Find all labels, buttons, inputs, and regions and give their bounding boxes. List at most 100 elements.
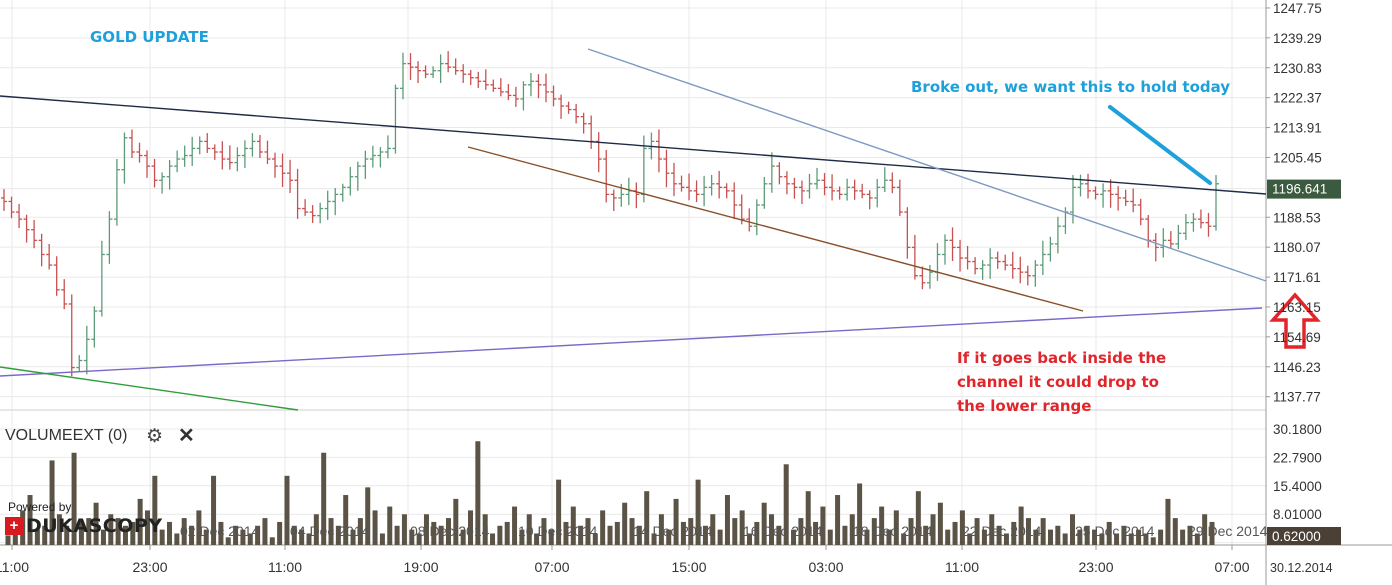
trendline-green	[0, 366, 299, 411]
volume-bar	[1202, 514, 1208, 545]
volume-bar	[401, 514, 407, 545]
volume-bar	[893, 510, 899, 545]
volume-bar	[945, 529, 951, 545]
volume-bar	[710, 514, 716, 545]
volume-bar	[526, 514, 532, 545]
volume-bar	[130, 521, 136, 545]
volume-bar	[1187, 525, 1193, 545]
volume-bar	[321, 452, 327, 545]
volume-bar	[585, 518, 591, 545]
x-axis-end-date: 30.12.2014	[1270, 561, 1333, 575]
volume-bar	[783, 464, 789, 545]
volume-bar	[453, 498, 459, 545]
volume-bar	[42, 525, 48, 545]
volume-bar	[923, 525, 929, 545]
y-tick-label: 1137.77	[1273, 390, 1321, 405]
volume-bar	[152, 475, 158, 545]
volume-bar	[519, 529, 525, 545]
volume-bar	[86, 518, 92, 545]
volume-bar	[277, 521, 283, 545]
x-tick-label: 19:00	[403, 559, 438, 575]
volume-bar	[658, 514, 664, 545]
date-label: 08 Dec 2014	[410, 523, 490, 539]
volume-bar	[137, 498, 143, 545]
volume-bar	[1018, 506, 1024, 545]
volume-bar	[1136, 529, 1142, 545]
volume-bar	[886, 529, 892, 545]
volume-bar	[600, 510, 606, 545]
y-tick-label: 1154.69	[1273, 330, 1321, 345]
volume-bar	[167, 521, 173, 545]
y-tick-label: 1222.37	[1273, 91, 1322, 106]
date-label: 22 Dec 2014	[962, 523, 1042, 539]
volume-bar	[1165, 498, 1171, 545]
volume-bar	[981, 529, 987, 545]
y-tick-label: 1146.23	[1273, 360, 1321, 375]
volume-current-tag	[1267, 527, 1341, 545]
volume-bar	[1011, 521, 1017, 545]
volume-bar	[512, 506, 518, 545]
volume-bar	[122, 525, 128, 545]
x-tick-label: 15:00	[671, 559, 706, 575]
current-price-label: 1196.641	[1272, 182, 1327, 197]
y-tick-label: 1188.53	[1273, 210, 1321, 225]
chart-title: GOLD UPDATE	[90, 28, 209, 46]
gear-icon[interactable]: ⚙	[146, 426, 164, 447]
volume-bar	[651, 533, 657, 545]
volume-bar	[805, 491, 811, 545]
volume-bar	[394, 525, 400, 545]
date-label: 02 Dec 2014	[180, 523, 260, 539]
date-label: 14 Dec 2014	[633, 523, 713, 539]
volume-bar	[1158, 529, 1164, 545]
close-icon[interactable]: ✕	[178, 425, 195, 447]
volume-bar	[233, 525, 239, 545]
volume-bar	[387, 506, 393, 545]
volume-bar	[196, 510, 202, 545]
volume-bar	[299, 529, 305, 545]
trendline-channel-lower	[467, 146, 1084, 312]
swiss-cross-icon: +	[5, 517, 23, 535]
volume-bar	[629, 518, 635, 545]
y-tick-label: 1230.83	[1273, 61, 1322, 76]
volume-bar	[908, 518, 914, 545]
volume-bar	[203, 529, 209, 545]
pointer-arrow-line	[1108, 105, 1212, 185]
volume-bar	[49, 460, 55, 545]
volume-bar	[717, 529, 723, 545]
powered-by-text: Powered by	[8, 500, 72, 514]
volume-bar	[357, 518, 363, 545]
annotation-channel: If it goes back inside the channel it co…	[957, 349, 1167, 415]
volume-bar	[901, 533, 907, 545]
volume-bar	[761, 502, 767, 545]
volume-bar	[1121, 525, 1127, 545]
volume-bar	[78, 521, 84, 545]
volume-bar	[820, 506, 826, 545]
volume-bar	[776, 525, 782, 545]
volume-bar	[673, 498, 679, 545]
volume-bar	[1062, 533, 1068, 545]
date-label: 25 Dec 2014	[1075, 523, 1155, 539]
volume-bar	[563, 521, 569, 545]
volume-bar	[181, 518, 187, 545]
volume-bar	[864, 529, 870, 545]
volume-bar	[12, 531, 18, 545]
volume-bar	[967, 533, 973, 545]
y-tick-label: 1247.75	[1273, 1, 1322, 16]
volume-bar	[27, 495, 33, 545]
y-tick-label: 1205.45	[1273, 150, 1322, 165]
volume-bar	[827, 529, 833, 545]
x-tick-label: 03:00	[808, 559, 843, 575]
volume-bar	[189, 525, 195, 545]
volume-bar	[614, 521, 620, 545]
volume-bar	[255, 525, 261, 545]
volume-bar	[732, 518, 738, 545]
volume-bar	[335, 525, 341, 545]
volume-bar	[409, 529, 415, 545]
volume-bar	[482, 514, 488, 545]
volume-bar	[974, 518, 980, 545]
volume-bar	[813, 521, 819, 545]
volume-bar	[1084, 525, 1090, 545]
volume-bar	[937, 502, 943, 545]
volume-bar	[423, 514, 429, 545]
volume-bar	[1040, 518, 1046, 545]
